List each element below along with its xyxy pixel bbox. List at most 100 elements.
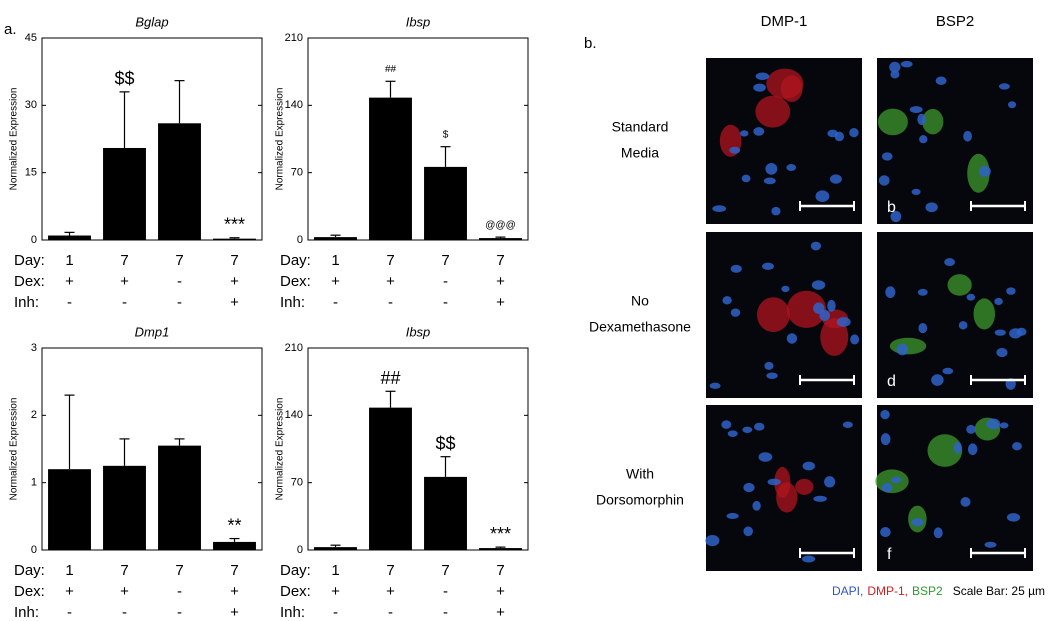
error-bar: [385, 390, 396, 408]
micrograph: [875, 405, 1033, 571]
nucleus: [743, 482, 755, 493]
nucleus: [741, 174, 751, 183]
image-background: [877, 58, 1033, 224]
nucleus: [836, 317, 851, 327]
y-axis-label: Normalized Expression: [275, 398, 286, 501]
error-bar: [229, 537, 240, 542]
condition-value: 7: [386, 562, 394, 579]
nucleus: [786, 333, 798, 344]
stain-cell: [786, 290, 827, 328]
bar: [158, 123, 201, 240]
error-bar: [330, 544, 341, 548]
y-axis-label: Normalized Expression: [275, 88, 286, 191]
chart-title: Bglap: [135, 14, 168, 29]
error-bar: [495, 236, 506, 239]
stain-cell: [756, 297, 790, 333]
stain-cell: [973, 298, 996, 330]
error-bar: [330, 234, 341, 238]
nucleus: [944, 258, 956, 267]
chart-title: Ibsp: [406, 14, 431, 29]
nucleus: [935, 76, 947, 86]
condition-value: 7: [441, 252, 449, 269]
stain-cell: [967, 153, 990, 193]
nucleus: [829, 174, 842, 184]
bar: [369, 97, 412, 240]
y-tick-label: 140: [285, 409, 303, 421]
nucleus: [727, 430, 738, 437]
row-label: Dorsomorphin: [596, 492, 684, 508]
error-bar: [119, 91, 130, 148]
condition-label: Day:: [14, 252, 45, 269]
nucleus: [994, 297, 1003, 306]
micrograph: [877, 58, 1033, 224]
condition-label: Inh:: [14, 294, 39, 311]
plot-frame: [307, 37, 529, 241]
bar: [48, 235, 91, 240]
condition-value: -: [67, 604, 72, 621]
condition-value: +: [496, 294, 505, 311]
nucleus: [730, 308, 741, 317]
condition-label: Inh:: [280, 294, 305, 311]
nucleus: [753, 127, 765, 136]
condition-value: 7: [496, 562, 504, 579]
condition-value: +: [496, 273, 505, 290]
significance-label: $: [443, 129, 449, 140]
condition-value: -: [333, 294, 338, 311]
condition-value: 1: [331, 562, 339, 579]
condition-label: Dex:: [280, 583, 311, 600]
significance-label: $$: [435, 433, 455, 453]
row-label: With: [626, 466, 654, 482]
row-label: Media: [621, 145, 659, 161]
condition-value: +: [230, 273, 239, 290]
bar: [314, 237, 357, 240]
nucleus: [998, 83, 1010, 90]
y-axis-label: Normalized Expression: [9, 88, 20, 191]
y-tick-label: 0: [31, 234, 37, 246]
bar: [213, 541, 256, 550]
condition-value: 7: [175, 252, 183, 269]
error-bar: [119, 438, 130, 466]
panel-b-label: b.: [584, 35, 597, 52]
nucleus: [896, 343, 909, 356]
bar: [213, 238, 256, 240]
error-bar: [495, 546, 506, 549]
stain-cell: [774, 466, 791, 498]
y-tick-label: 0: [297, 234, 303, 246]
condition-label: Dex:: [280, 273, 311, 290]
nucleus: [726, 512, 739, 520]
plot-frame: [41, 37, 263, 241]
y-tick-label: 210: [285, 32, 303, 44]
error-bar: [174, 438, 185, 446]
column-header: DMP-1: [761, 13, 808, 30]
nucleus: [900, 60, 913, 68]
nucleus: [771, 206, 781, 216]
condition-label: Dex:: [14, 583, 45, 600]
condition-value: -: [122, 294, 127, 311]
row-label: Standard: [612, 119, 669, 135]
micrograph: [706, 232, 862, 398]
stain-cell: [927, 434, 963, 467]
stain-cell: [877, 108, 908, 136]
condition-value: -: [177, 273, 182, 290]
stain-cell: [820, 318, 849, 356]
error-bar: [385, 80, 396, 98]
nucleus: [925, 202, 938, 213]
y-tick-label: 15: [25, 167, 37, 179]
nucleus: [766, 372, 778, 379]
nucleus: [729, 146, 741, 154]
condition-value: 7: [175, 562, 183, 579]
error-bar: [440, 456, 451, 477]
nucleus: [986, 418, 1001, 430]
nucleus: [880, 433, 891, 446]
nucleus: [1007, 101, 1017, 109]
column-header: BSP2: [936, 13, 974, 30]
nucleus: [1006, 513, 1021, 522]
nucleus: [743, 526, 753, 537]
condition-value: -: [388, 604, 393, 621]
nucleus: [999, 422, 1009, 429]
condition-value: 7: [496, 252, 504, 269]
nucleus: [801, 555, 816, 563]
significance-label: ##: [385, 64, 397, 75]
nucleus: [709, 382, 721, 389]
